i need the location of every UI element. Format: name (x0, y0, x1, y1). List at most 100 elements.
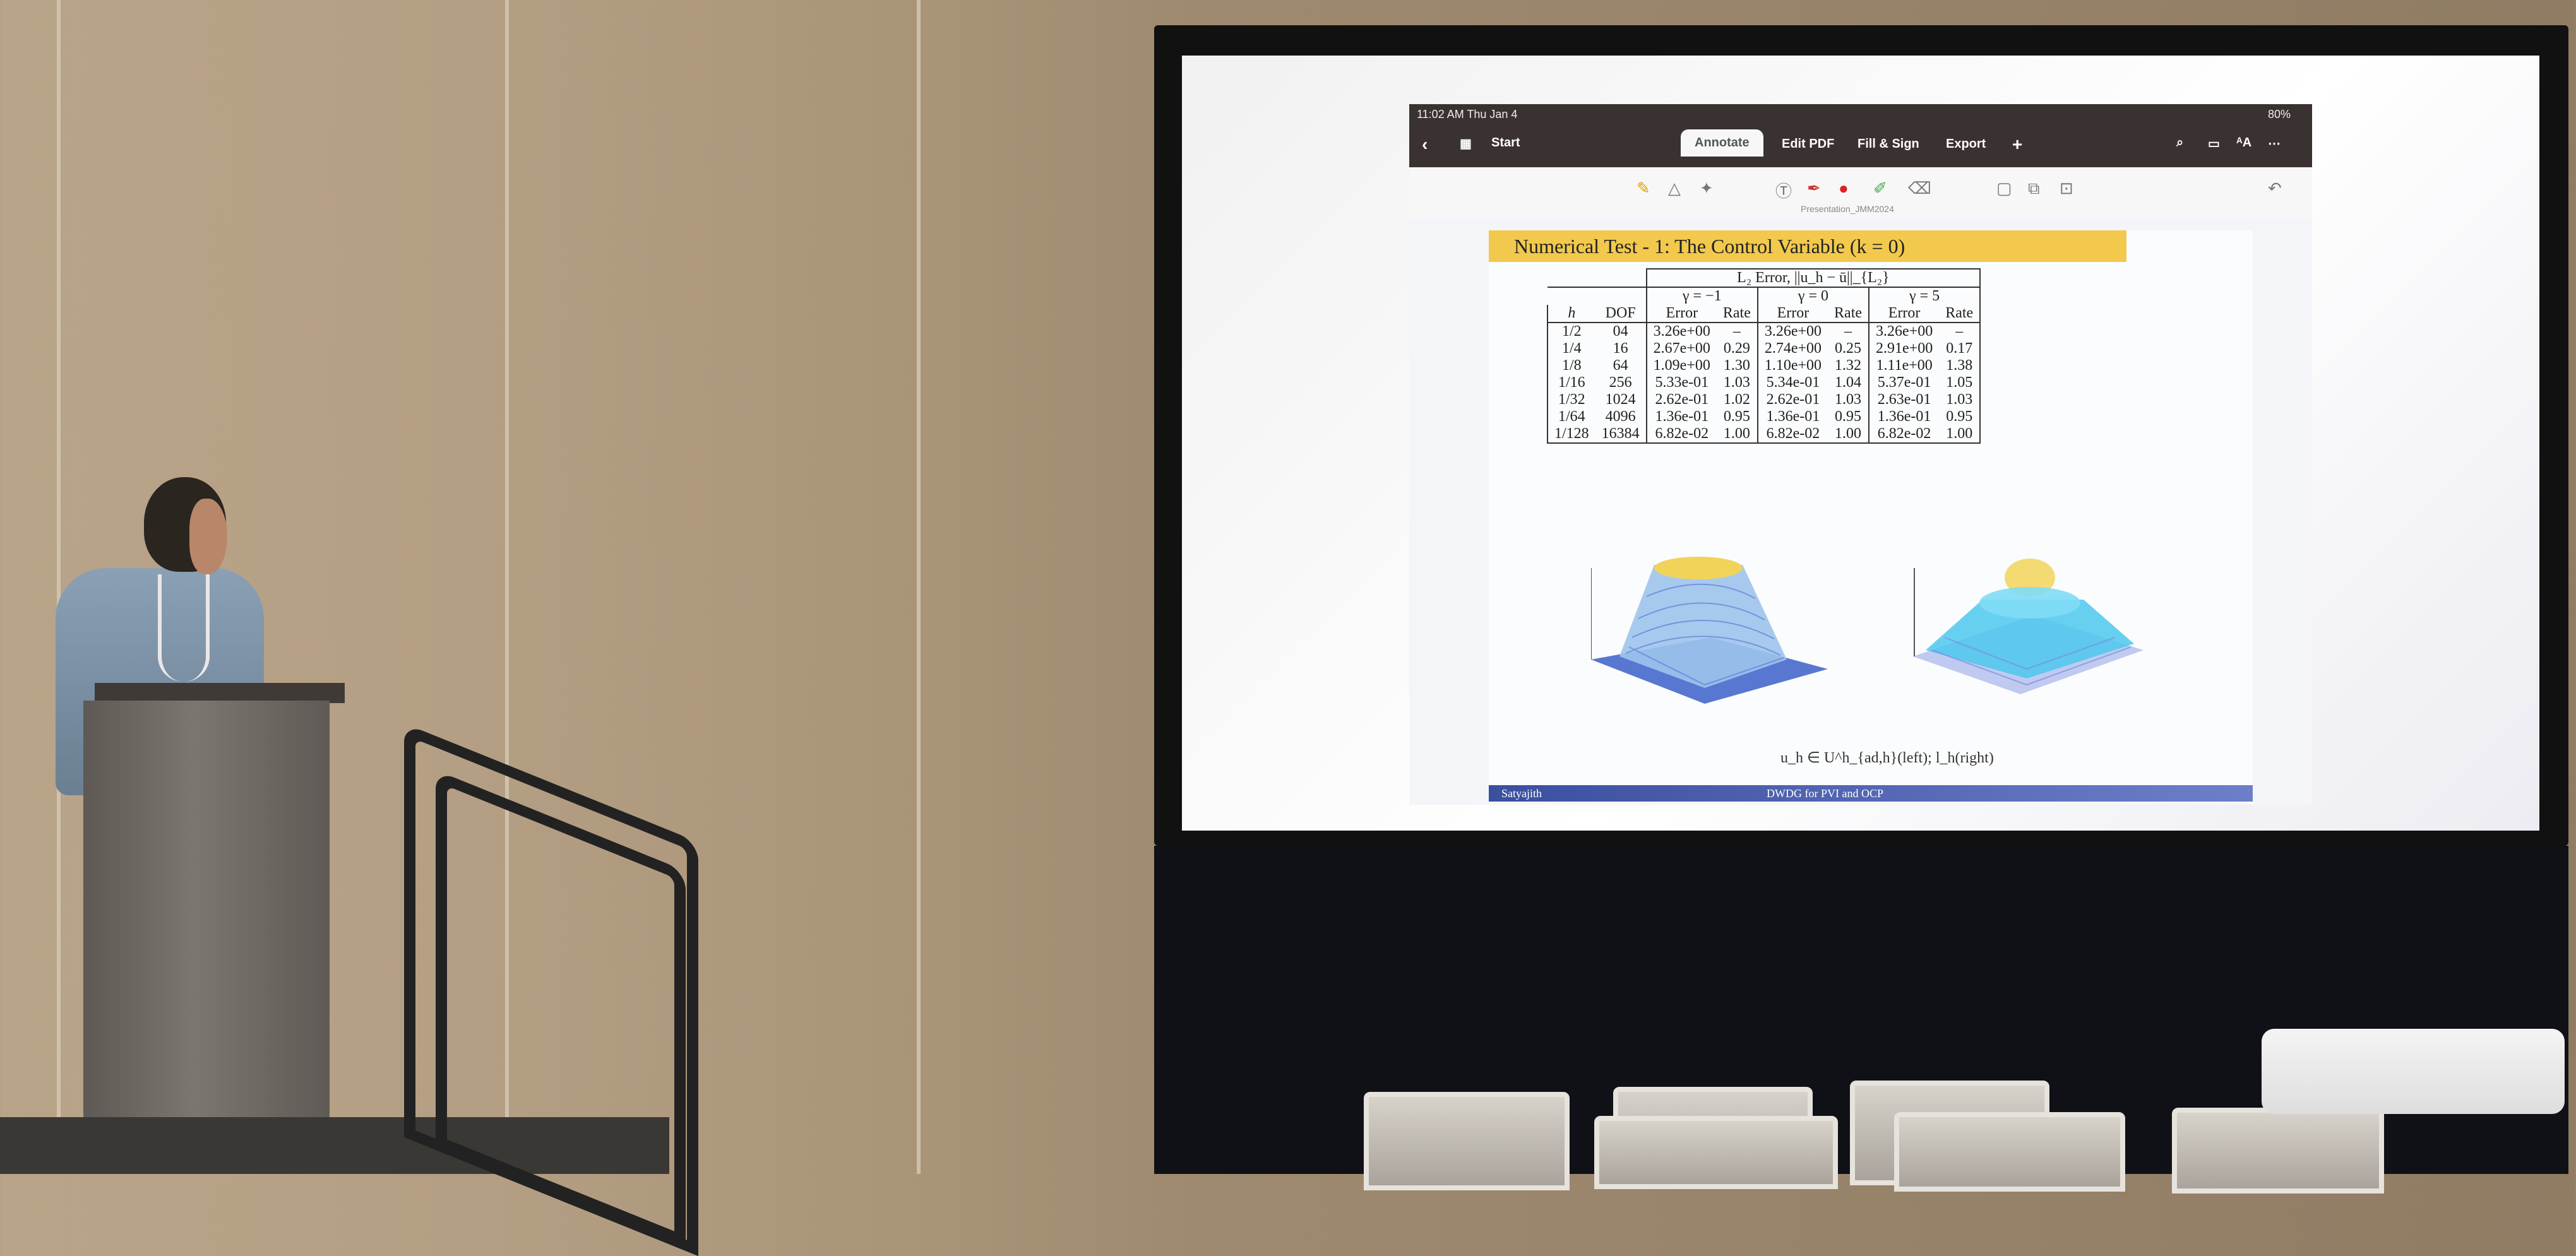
table-cell: 1.04 (1835, 374, 1862, 391)
battery-indicator: 80% (2268, 108, 2291, 121)
status-time: 11:02 AM Thu Jan 4 (1417, 108, 1518, 121)
col-header: Error (1645, 305, 1717, 323)
col-header: DOF (1605, 305, 1636, 321)
podium (83, 701, 330, 1155)
table-cell: 64 (1613, 357, 1628, 374)
table-cell: 1.03 (1835, 391, 1862, 408)
table-cell: 16384 (1595, 425, 1647, 444)
table-cell: 1.00 (1828, 425, 1869, 444)
table-cell: 0.95 (1939, 408, 1981, 425)
back-chevron-icon[interactable]: ‹ (1422, 134, 1428, 154)
figure-caption: u_h ∈ U^h_{ad,h}(left); l_h(right) (1780, 750, 1994, 766)
table-cell: 3.26e+00 (1756, 323, 1828, 340)
table-cell: 1/64 (1547, 408, 1595, 425)
table-cell: 1.11e+00 (1868, 357, 1940, 374)
undo-icon[interactable]: ↶ (2268, 179, 2282, 198)
table-cell: – (1844, 323, 1852, 340)
podium-top (95, 683, 345, 703)
col-header: Rate (1722, 305, 1751, 321)
table-row: 1/128 16384 6.82e-02 1.00 6.82e-02 1.00 6.82e-… (1547, 425, 1981, 444)
table-cell: 1.02 (1723, 391, 1750, 408)
audience-chair (1594, 1116, 1838, 1189)
star-icon[interactable]: ✦ (1700, 179, 1714, 198)
lanyard (158, 574, 210, 682)
shape-icon[interactable]: △ (1668, 179, 1681, 198)
text-size-icon[interactable]: ᴬA (2236, 136, 2252, 150)
crop-icon[interactable]: ⊡ (2060, 179, 2073, 198)
col-header: Rate (1834, 305, 1863, 321)
highlighter-icon[interactable]: ✎ (1637, 179, 1650, 198)
gamma-header: γ = 0 (1756, 287, 1869, 305)
tab-fill-sign[interactable]: Fill & Sign (1857, 137, 1919, 151)
table-cell: 1.32 (1835, 357, 1862, 374)
copy-icon[interactable]: ⧉ (2028, 179, 2040, 198)
table-cell: 0.95 (1723, 408, 1750, 425)
eraser-icon[interactable]: ⌫ (1908, 179, 1931, 198)
col-header: Rate (1939, 305, 1981, 323)
table-cell: 2.63e-01 (1868, 391, 1940, 408)
add-tab-button[interactable]: + (2012, 134, 2023, 154)
tablet-tab-bar: 11:02 AM Thu Jan 4 80% ‹ ▦ Start Annotat… (1409, 104, 2312, 167)
table-cell: 1/4 (1547, 340, 1595, 357)
table-row: 1/2 04 3.26e+00–3.26e+00–3.26e+00– (1547, 323, 1981, 340)
table-cell: 2.91e+00 (1868, 340, 1940, 357)
table-cell: 1/2 (1547, 323, 1595, 340)
right-surface-plot (1913, 559, 2144, 694)
speaker-face (189, 499, 227, 574)
grid-icon[interactable]: ▦ (1460, 137, 1472, 151)
table-cell: 04 (1613, 323, 1628, 340)
col-header: h (1547, 305, 1595, 323)
table-cell: 0.17 (1939, 340, 1981, 357)
footer-title: DWDG for PVI and OCP (1767, 787, 1883, 800)
table-cell: 6.82e-02 (1645, 425, 1717, 444)
table-cell: 256 (1609, 374, 1632, 391)
tab-export[interactable]: Export (1946, 137, 1986, 151)
pen-icon[interactable]: ✒ (1807, 179, 1821, 198)
table-cell: 1.36e-01 (1868, 408, 1940, 425)
projector (2262, 1029, 2565, 1114)
text-tool-icon[interactable]: Ⓣ (1775, 182, 1792, 201)
table-cell: – (1732, 323, 1741, 340)
gamma-header: γ = 5 (1868, 287, 1981, 305)
reader-icon[interactable]: ▭ (2208, 137, 2220, 151)
table-cell: 1/16 (1547, 374, 1595, 391)
table-cell: 1.00 (1939, 425, 1981, 444)
table-cell: 3.26e+00 (1645, 323, 1717, 340)
table-cell: 1.38 (1939, 357, 1981, 374)
search-icon[interactable]: ⌕ (2176, 136, 2184, 150)
red-color-icon[interactable]: ● (1839, 179, 1849, 198)
more-icon[interactable]: ⋯ (2268, 137, 2281, 151)
table-row: 1/4 16 2.67e+00 0.29 2.74e+00 0.25 2.91e+00 0.1… (1547, 340, 1981, 357)
table-cell: 1/32 (1547, 391, 1595, 408)
table-cell: 6.82e-02 (1868, 425, 1940, 444)
table-cell: 5.34e-01 (1756, 374, 1828, 391)
start-button[interactable]: Start (1491, 136, 1520, 150)
comment-icon[interactable]: ▢ (1996, 179, 2012, 198)
table-cell: 1.36e-01 (1645, 408, 1717, 425)
tab-edit-pdf[interactable]: Edit PDF (1782, 137, 1835, 151)
table-cell: 3.26e+00 (1868, 323, 1940, 340)
table-cell: 6.82e-02 (1756, 425, 1828, 444)
table-row: 1/64 4096 1.36e-01 0.95 1.36e-01 0.95 1.36e-01… (1547, 408, 1981, 425)
table-cell: 1024 (1605, 391, 1636, 408)
table-cell: 5.33e-01 (1645, 374, 1717, 391)
gamma-header: γ = −1 (1645, 287, 1758, 305)
tab-annotate[interactable]: Annotate (1681, 129, 1763, 157)
annotation-toolbar: ✎ △ ✦ Ⓣ ✒ ● ✐ ⌫ ▢ ⧉ ⊡ ↶ Presentation_JMM… (1409, 167, 2312, 219)
table-cell: 1.03 (1939, 391, 1981, 408)
table-cell: – (1939, 323, 1981, 340)
table-caption: L₂ Error, ||u_h − ū||_{L₂} (1645, 268, 1981, 287)
audience-chair (1894, 1112, 2125, 1192)
table-cell: 1.00 (1716, 425, 1758, 444)
table-cell: 5.37e-01 (1868, 374, 1940, 391)
slide-footer: Satyajith DWDG for PVI and OCP (1489, 785, 2253, 802)
table-cell: 0.25 (1835, 340, 1862, 357)
stage-floor (0, 1117, 669, 1174)
error-table: L₂ Error, ||u_h − ū||_{L₂} γ = −1 γ = 0 … (1547, 268, 1981, 444)
table-cell: 1.30 (1723, 357, 1750, 374)
audience-chair (2172, 1108, 2384, 1194)
table-cell: 0.29 (1723, 340, 1750, 357)
table-cell: 4096 (1605, 408, 1636, 425)
marker-icon[interactable]: ✐ (1873, 179, 1887, 198)
document-name: Presentation_JMM2024 (1801, 204, 1894, 214)
